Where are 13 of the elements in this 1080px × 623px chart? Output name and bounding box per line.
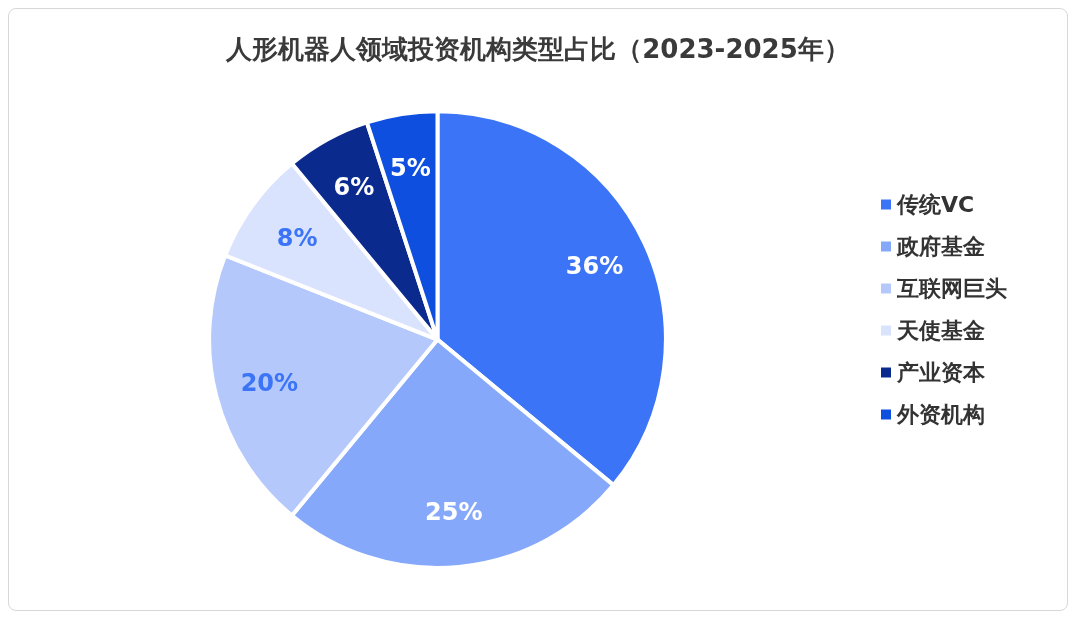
data-label: 36% [565,251,624,280]
chart-title: 人形机器人领域投资机构类型占比（2023-2025年） [225,34,850,64]
data-label: 25% [425,498,483,527]
legend-label: 外资机构 [896,402,985,427]
data-label: 5% [389,154,431,183]
legend-label: 互联网巨头 [896,276,1007,301]
legend-label: 传统VC [896,192,975,217]
legend-label: 天使基金 [896,318,985,343]
data-label: 8% [276,223,318,252]
data-label: 20% [240,368,299,397]
data-label: 6% [333,173,375,202]
legend-label: 产业资本 [896,360,986,385]
legend-label: 政府基金 [896,234,985,259]
